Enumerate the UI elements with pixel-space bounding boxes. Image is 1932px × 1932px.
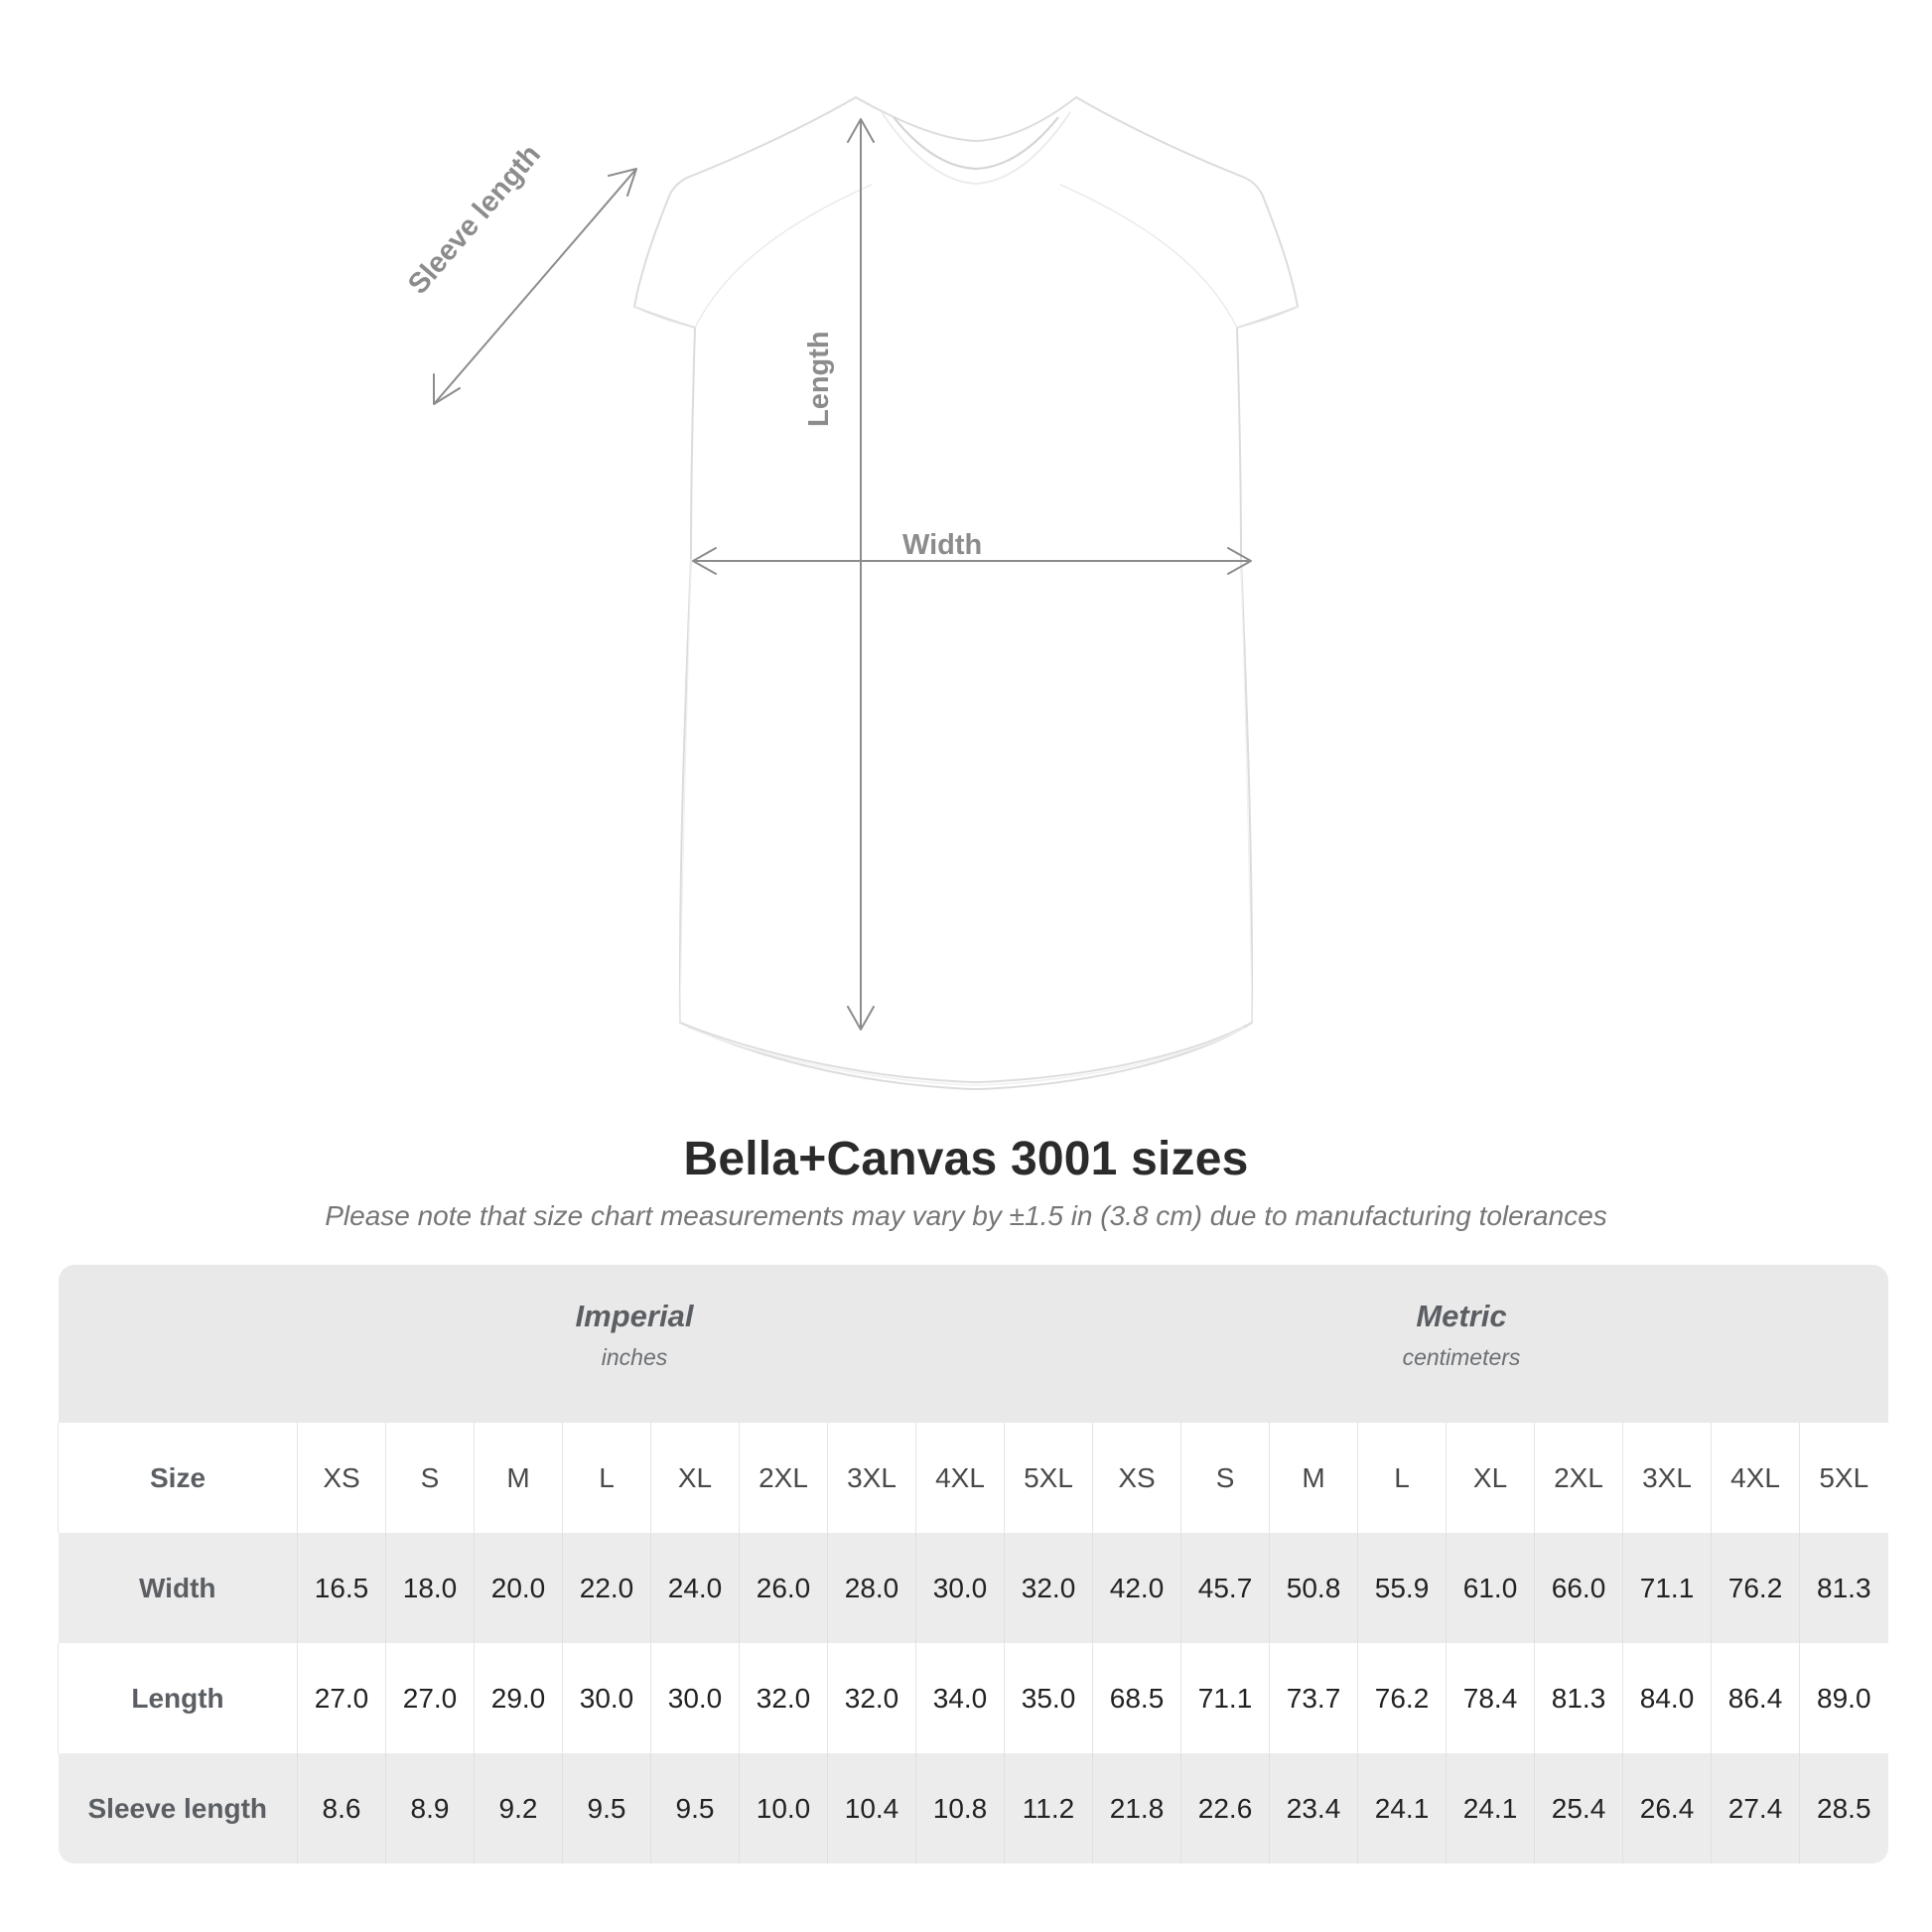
svg-text:Width: Width [902, 529, 982, 561]
svg-text:Length: Length [803, 331, 835, 427]
svg-text:Sleeve length: Sleeve length [402, 139, 547, 301]
